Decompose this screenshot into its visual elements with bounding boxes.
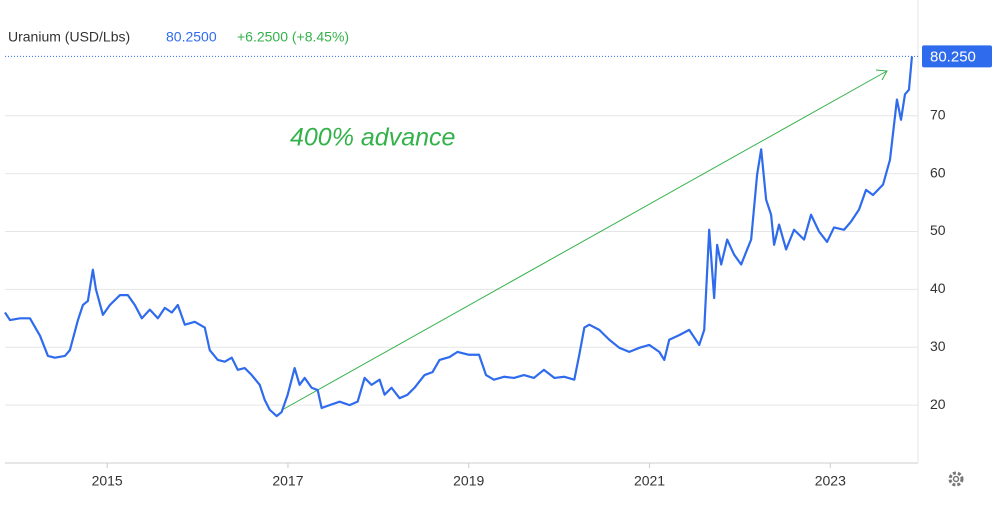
settings-icon[interactable] <box>948 471 964 487</box>
chart-title: Uranium (USD/Lbs) <box>8 29 130 45</box>
y-tick-label: 40 <box>930 280 946 296</box>
y-tick-label: 20 <box>930 396 946 412</box>
y-tick-label: 50 <box>930 222 946 238</box>
x-tick-label: 2023 <box>815 473 846 489</box>
price: 80.2500 <box>166 29 217 45</box>
x-tick-label: 2015 <box>92 473 123 489</box>
trend-arrow <box>281 70 888 411</box>
x-tick-label: 2017 <box>272 473 303 489</box>
y-tick-label: 60 <box>930 164 946 180</box>
gear-hub <box>952 475 960 483</box>
gear-teeth <box>948 471 964 487</box>
y-tick-label: 30 <box>930 338 946 354</box>
arrow-head <box>875 69 888 81</box>
change: +6.2500 (+8.45%) <box>237 29 349 45</box>
price-tag-box <box>922 45 992 68</box>
price-tag: 80.250 <box>930 48 976 65</box>
x-tick-label: 2021 <box>634 473 665 489</box>
plot: 20 30 40 50 60 70 2015 2017 2019 2021 2023 80.250 <box>4 45 992 489</box>
price-line <box>4 56 914 418</box>
annotation: 400% advance <box>290 124 455 152</box>
y-tick-label: 70 <box>930 106 946 122</box>
x-tick-label: 2019 <box>453 473 484 489</box>
